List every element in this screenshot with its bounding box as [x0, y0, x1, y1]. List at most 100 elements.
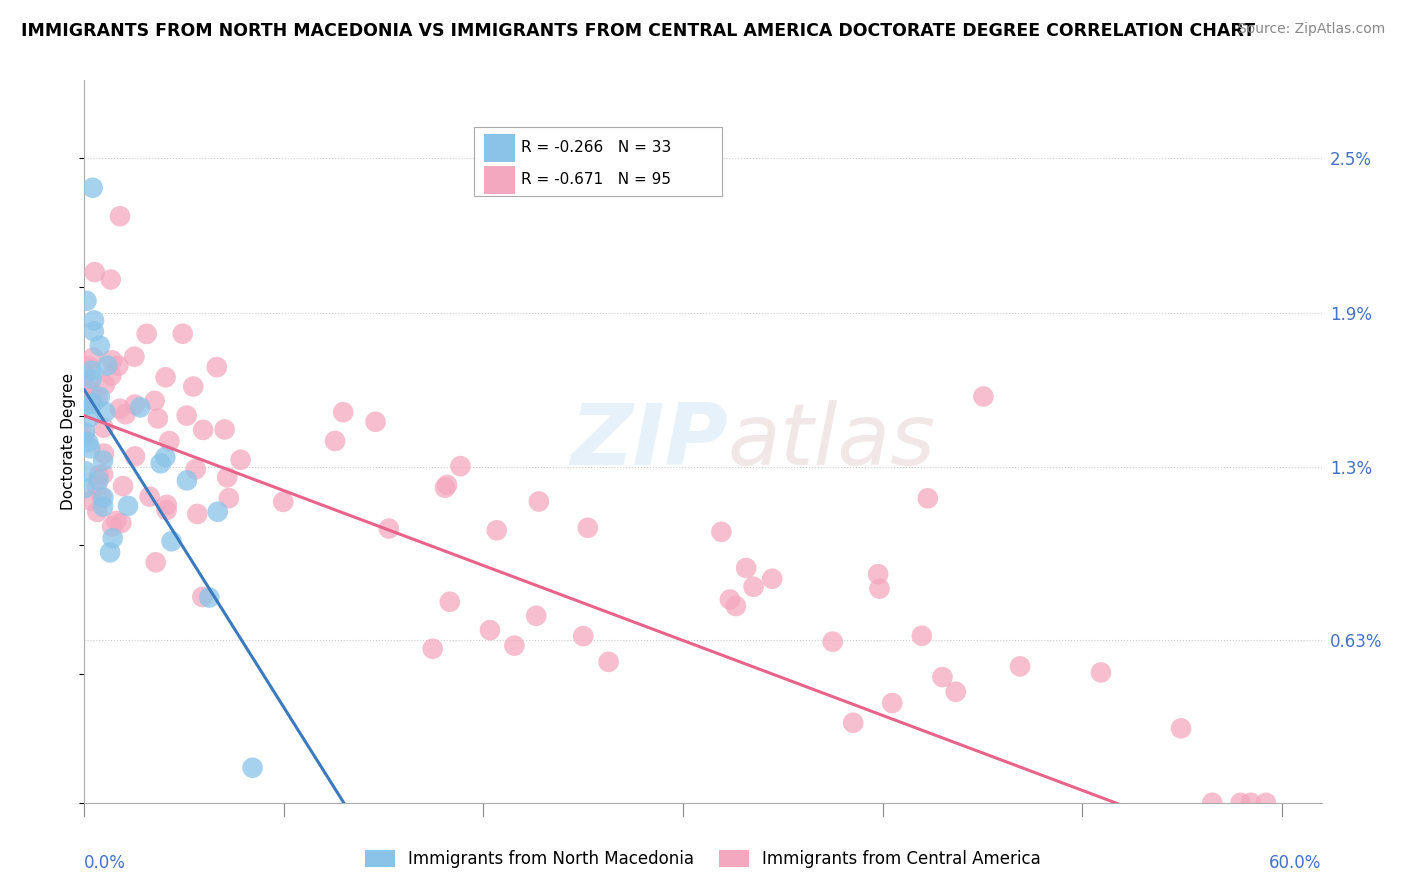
Point [149, 456, 172, 470]
Point [108, 401, 131, 416]
Point [82, 397, 104, 411]
Point [75, 465, 97, 479]
Point [124, 450, 146, 464]
Point [146, 411, 169, 425]
Point [229, 452, 252, 467]
Point [101, 353, 124, 368]
Point [214, 422, 236, 436]
Point [172, 326, 194, 341]
Point [108, 209, 131, 223]
Point [93, 420, 115, 434]
Text: Source: ZipAtlas.com: Source: ZipAtlas.com [1237, 22, 1385, 37]
Point [80, 372, 103, 386]
Point [1254, 796, 1277, 810]
Point [242, 761, 264, 775]
Point [77, 435, 100, 450]
Point [186, 507, 208, 521]
Point [191, 590, 214, 604]
Point [217, 470, 239, 484]
Point [94, 405, 117, 419]
Point [145, 555, 167, 569]
FancyBboxPatch shape [484, 166, 515, 194]
Point [271, 495, 294, 509]
Point [191, 423, 214, 437]
Point [91, 467, 114, 482]
Point [91, 453, 114, 467]
Point [79, 442, 101, 456]
Y-axis label: Doctorate Degree: Doctorate Degree [60, 373, 76, 510]
Text: R = -0.266   N = 33: R = -0.266 N = 33 [522, 140, 672, 155]
Point [94, 377, 117, 392]
Point [364, 415, 387, 429]
Point [207, 505, 229, 519]
Text: 0.0%: 0.0% [84, 855, 127, 872]
Point [842, 715, 865, 730]
Point [100, 368, 122, 383]
Point [86, 392, 108, 406]
Point [422, 641, 444, 656]
Text: R = -0.671   N = 95: R = -0.671 N = 95 [522, 172, 671, 186]
Legend: Immigrants from North Macedonia, Immigrants from Central America: Immigrants from North Macedonia, Immigra… [359, 843, 1047, 875]
Point [576, 521, 599, 535]
Point [735, 561, 758, 575]
Point [135, 326, 157, 341]
Point [450, 459, 472, 474]
Point [82, 180, 104, 194]
Point [89, 390, 111, 404]
Point [503, 639, 526, 653]
Point [1201, 796, 1223, 810]
Point [1010, 659, 1032, 673]
Point [101, 519, 124, 533]
Point [917, 491, 939, 506]
Point [75, 398, 97, 412]
Point [527, 494, 550, 508]
Point [93, 447, 115, 461]
Point [96, 359, 118, 373]
FancyBboxPatch shape [484, 135, 515, 162]
Point [83, 324, 105, 338]
Point [205, 360, 228, 375]
Point [110, 516, 132, 530]
Text: atlas: atlas [728, 400, 936, 483]
Point [478, 623, 501, 637]
Point [155, 450, 177, 464]
Point [821, 634, 844, 648]
Point [86, 479, 108, 493]
Point [485, 524, 508, 538]
Point [90, 490, 112, 504]
Point [972, 389, 994, 403]
Point [89, 339, 111, 353]
Point [80, 364, 103, 378]
Point [138, 490, 160, 504]
Point [1090, 665, 1112, 680]
Point [114, 407, 136, 421]
Point [869, 582, 891, 596]
Text: ZIP: ZIP [569, 400, 728, 483]
Point [160, 534, 183, 549]
Point [76, 293, 98, 308]
Point [710, 524, 733, 539]
Point [107, 359, 129, 373]
Point [98, 545, 121, 559]
Point [117, 499, 139, 513]
Point [83, 265, 105, 279]
Point [718, 592, 741, 607]
Point [75, 368, 97, 383]
Point [157, 434, 180, 449]
Point [73, 429, 96, 443]
Point [911, 629, 934, 643]
Point [176, 474, 198, 488]
Point [742, 580, 765, 594]
Point [83, 313, 105, 327]
Point [91, 500, 114, 514]
Point [198, 591, 221, 605]
Point [79, 387, 101, 401]
Point [80, 393, 103, 408]
Point [87, 473, 110, 487]
Point [86, 505, 108, 519]
Point [79, 409, 101, 424]
Point [156, 498, 179, 512]
Point [105, 514, 128, 528]
Point [945, 685, 967, 699]
Point [80, 493, 103, 508]
